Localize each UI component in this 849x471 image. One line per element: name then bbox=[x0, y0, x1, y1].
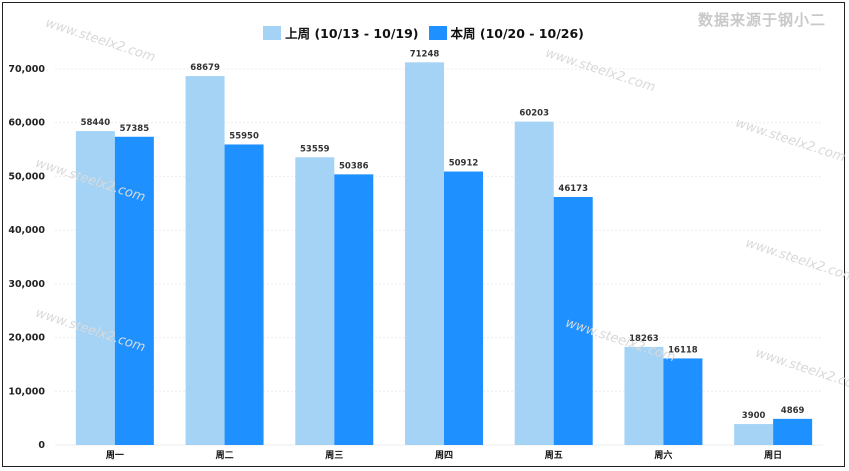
data-label: 58440 bbox=[81, 118, 111, 128]
data-label: 50912 bbox=[449, 159, 479, 169]
y-tick-label: 30,000 bbox=[8, 279, 45, 290]
x-tick-label: 周三 bbox=[325, 450, 343, 461]
bar-last-week bbox=[185, 76, 225, 446]
data-label: 50386 bbox=[339, 161, 369, 171]
data-label: 3900 bbox=[742, 411, 766, 421]
bar-last-week bbox=[514, 121, 554, 445]
y-tick-label: 40,000 bbox=[8, 225, 45, 236]
y-tick-label: 20,000 bbox=[8, 333, 45, 344]
data-label: 55950 bbox=[229, 131, 259, 141]
y-tick-label: 60,000 bbox=[8, 118, 45, 129]
x-tick-label: 周二 bbox=[216, 450, 234, 461]
x-tick-label: 周日 bbox=[764, 450, 782, 461]
data-label: 71248 bbox=[410, 49, 440, 59]
bar-last-week bbox=[75, 131, 115, 445]
bar-last-week bbox=[405, 62, 444, 446]
chart-legend: 上周 (10/13 - 10/19) 本周 (10/20 - 10/26) bbox=[3, 23, 844, 42]
legend-swatch-this-week bbox=[428, 25, 447, 40]
data-label: 53559 bbox=[300, 144, 330, 154]
x-tick-label: 周五 bbox=[545, 450, 563, 461]
bar-last-week bbox=[624, 346, 664, 445]
y-tick-label: 10,000 bbox=[8, 386, 45, 397]
legend-label-last-week: 上周 (10/13 - 10/19) bbox=[285, 26, 419, 41]
y-tick-label: 0 bbox=[38, 440, 45, 451]
legend-item-this-week[interactable]: 本周 (10/20 - 10/26) bbox=[428, 23, 584, 42]
bar-this-week bbox=[663, 358, 703, 445]
data-label: 18263 bbox=[629, 334, 659, 344]
bar-chart: 0 10,000 20,000 30,000 40,000 50,000 60,000 70,… bbox=[8, 49, 823, 461]
legend-swatch-last-week bbox=[263, 25, 282, 40]
bar-this-week bbox=[224, 144, 264, 445]
bar-this-week bbox=[334, 174, 374, 445]
legend-item-last-week[interactable]: 上周 (10/13 - 10/19) bbox=[263, 23, 419, 42]
data-source-label: 数据来源于钢小二 bbox=[697, 11, 826, 29]
legend-label-this-week: 本周 (10/20 - 10/26) bbox=[450, 26, 584, 41]
data-label: 60203 bbox=[519, 109, 549, 119]
data-label: 57385 bbox=[120, 124, 150, 134]
data-label: 68679 bbox=[190, 63, 220, 73]
data-label: 4869 bbox=[781, 406, 805, 416]
y-tick-label: 70,000 bbox=[8, 64, 45, 75]
x-tick-label: 周六 bbox=[654, 449, 672, 461]
bar-this-week bbox=[114, 136, 154, 446]
bar-this-week bbox=[773, 418, 813, 445]
bar-last-week bbox=[734, 424, 774, 445]
bar-last-week bbox=[295, 157, 335, 446]
data-label: 16118 bbox=[668, 345, 698, 355]
bar-this-week bbox=[553, 196, 593, 445]
y-tick-label: 50,000 bbox=[8, 171, 45, 182]
x-tick-label: 周一 bbox=[106, 450, 124, 461]
data-label: 46173 bbox=[558, 184, 588, 194]
bar-this-week bbox=[444, 171, 483, 445]
x-tick-label: 周四 bbox=[435, 450, 453, 461]
